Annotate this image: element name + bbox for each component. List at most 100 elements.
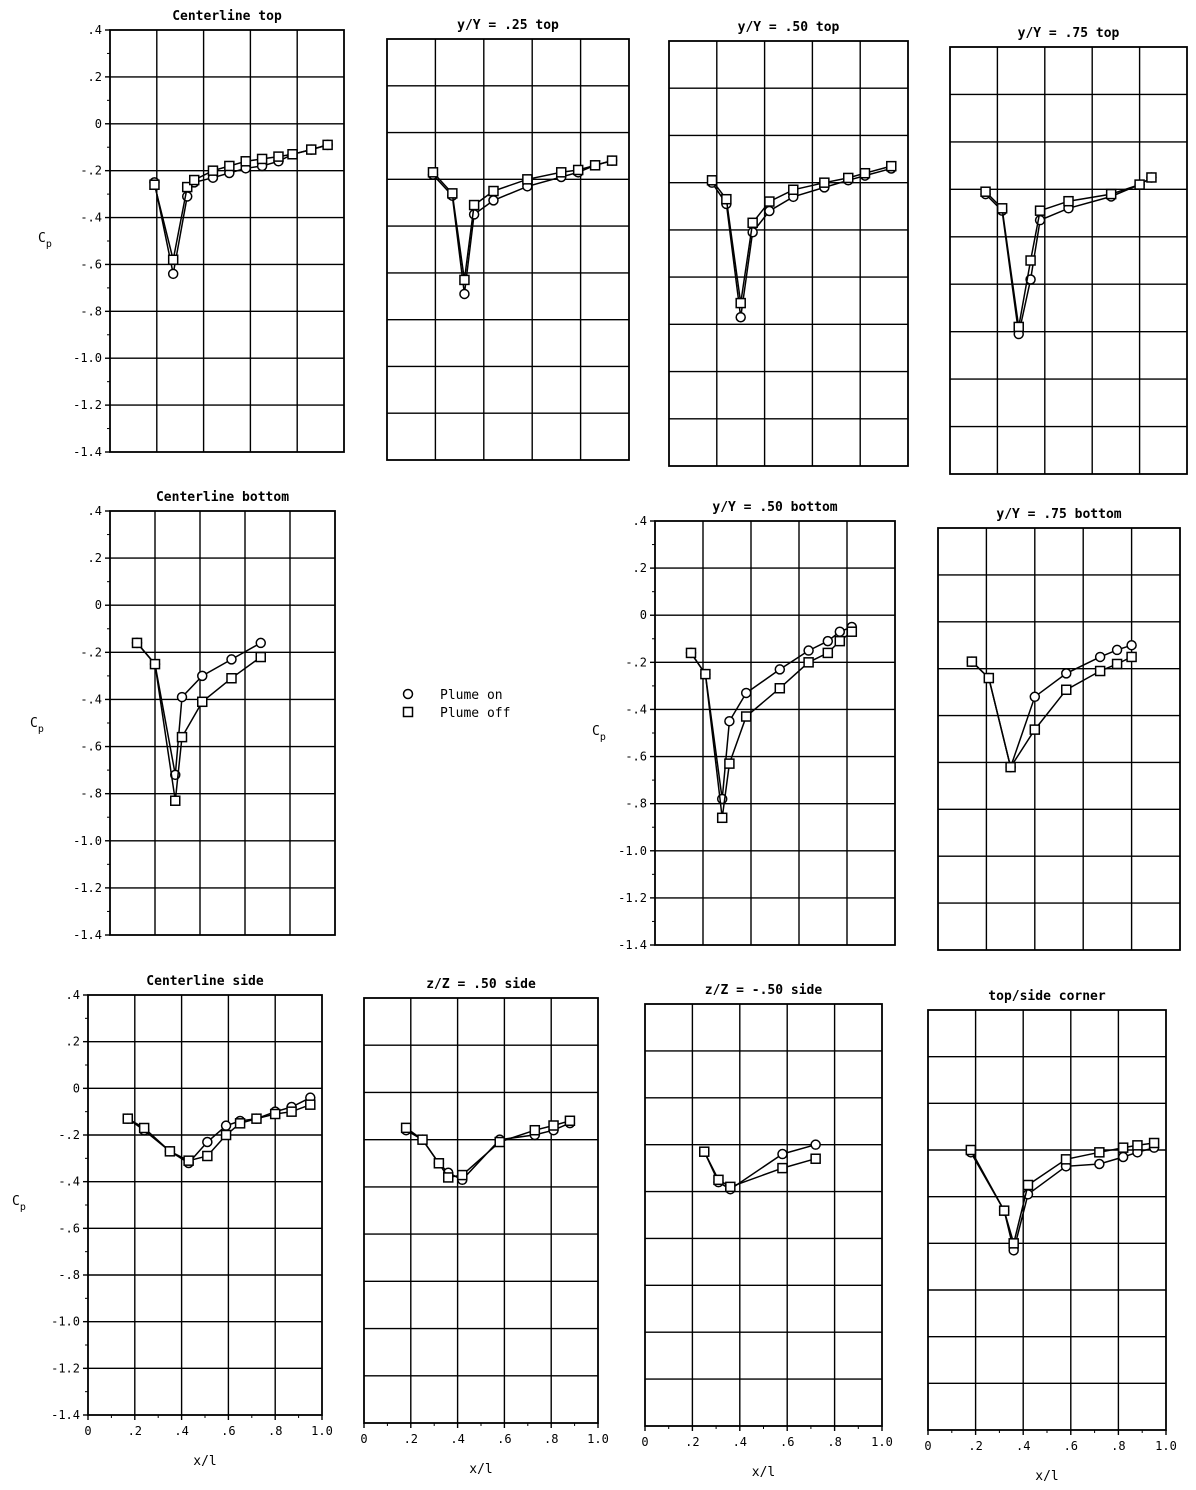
y-tick-label: -1.4 — [73, 445, 102, 459]
data-point-plume-on — [834, 626, 846, 637]
data-point-plume-off — [183, 1155, 194, 1166]
data-point-plume-off — [122, 1113, 134, 1124]
y-tick-label: .4 — [633, 514, 647, 528]
x-tick-label: 1.0 — [1155, 1439, 1177, 1453]
y-axis-label-subscript: p — [600, 732, 606, 743]
data-point-plume-off — [724, 758, 735, 769]
data-point-plume-off — [468, 199, 480, 211]
data-point-plume-off — [459, 274, 470, 286]
x-tick-label: 1.0 — [587, 1432, 609, 1446]
data-point-plume-off — [202, 1150, 213, 1162]
data-point-plume-off — [167, 254, 179, 266]
data-point-plume-off — [255, 651, 266, 663]
chart-panel: y/Y = .25 top — [386, 18, 630, 461]
series-line-plume-on — [432, 159, 613, 294]
y-tick-label: -.4 — [80, 692, 102, 706]
y-tick-label: -.4 — [80, 211, 102, 225]
chart-title: z/Z = -.50 side — [705, 983, 823, 998]
plot-frame — [87, 994, 323, 1416]
data-point-plume-off — [131, 637, 143, 649]
data-point-plume-off — [822, 647, 834, 659]
data-point-plume-off — [138, 1122, 150, 1134]
chart-title: top/side corner — [988, 989, 1106, 1004]
x-tick-label: .6 — [1064, 1439, 1078, 1453]
y-axis-label: Cp — [30, 716, 44, 735]
y-tick-label: -.2 — [80, 164, 102, 178]
y-axis-label-main: C — [38, 231, 46, 246]
x-tick-label: 0 — [84, 1424, 91, 1438]
data-point-plume-on — [803, 645, 814, 656]
data-point-plume-off — [810, 1153, 821, 1164]
data-point-plume-on — [740, 687, 752, 699]
plot-frame — [668, 40, 909, 467]
y-tick-label: .2 — [633, 561, 647, 575]
data-point-plume-off — [442, 1172, 454, 1183]
series-line-plume-off — [432, 159, 613, 281]
data-point-plume-on — [176, 691, 188, 703]
y-tick-label: .4 — [66, 988, 80, 1002]
data-point-plume-on — [1126, 639, 1137, 651]
data-point-plume-on — [1029, 691, 1041, 703]
data-point-plume-off — [1008, 1238, 1019, 1249]
data-point-plume-off — [706, 175, 718, 186]
y-tick-label: -1.0 — [73, 351, 102, 365]
series-line-plume-on — [690, 626, 853, 800]
x-axis-label: x/l — [469, 1462, 492, 1477]
data-point-plume-on — [167, 268, 179, 280]
y-tick-label: -1.0 — [618, 844, 647, 858]
data-point-plume-on — [226, 654, 237, 665]
data-point-plume-off — [1134, 179, 1145, 190]
y-axis-label-subscript: p — [46, 239, 52, 250]
data-point-plume-off — [305, 144, 317, 155]
data-point-plume-off — [1013, 321, 1024, 333]
plot-frame — [937, 527, 1181, 951]
y-tick-label: -1.2 — [618, 891, 647, 905]
x-tick-label: .8 — [544, 1432, 558, 1446]
x-tick-label: .8 — [827, 1435, 841, 1449]
chart-title: Centerline side — [146, 974, 264, 989]
data-point-plume-on — [1111, 644, 1123, 656]
chart-panel: y/Y = .50 bottom .4 .2 0 -.2 -.4 -.6 -.8 -1.0 -1.… — [592, 500, 896, 952]
series-line-plume-off — [711, 165, 892, 304]
data-point-plume-off — [427, 167, 439, 178]
data-point-plume-off — [803, 657, 814, 668]
data-point-plume-off — [224, 160, 235, 172]
y-tick-label: .2 — [88, 70, 102, 84]
data-point-plume-off — [819, 177, 830, 188]
data-point-plume-off — [774, 682, 786, 694]
y-axis-label-main: C — [30, 716, 38, 731]
chart-panel: Centerline side .4 .2 0 -.2 -.4 -.6 -.8 -1.0 -1.2… — [12, 974, 333, 1469]
data-point-plume-off — [788, 184, 799, 195]
y-tick-label: -1.4 — [618, 938, 647, 952]
data-point-plume-off — [273, 151, 284, 162]
y-tick-label: -1.4 — [73, 928, 102, 942]
data-point-plume-off — [1132, 1140, 1143, 1151]
x-tick-label: 0 — [641, 1435, 648, 1449]
data-point-plume-off — [606, 155, 618, 166]
data-point-plume-on — [1094, 1158, 1105, 1170]
x-tick-label: .4 — [450, 1432, 464, 1446]
plot-frame — [927, 1009, 1167, 1431]
x-axis-label: x/l — [193, 1454, 216, 1469]
data-point-plume-off — [164, 1146, 176, 1157]
legend: Plume on Plume off — [402, 688, 510, 721]
x-tick-label: .4 — [174, 1424, 188, 1438]
data-point-plume-off — [1025, 255, 1036, 266]
y-tick-label: .2 — [66, 1035, 80, 1049]
data-point-plume-off — [240, 156, 251, 167]
y-tick-label: -.8 — [80, 787, 102, 801]
y-axis-label: Cp — [38, 231, 52, 250]
x-tick-label: .4 — [1016, 1439, 1030, 1453]
data-point-plume-on — [1061, 668, 1072, 679]
y-tick-label: -.6 — [625, 750, 647, 764]
data-point-plume-off — [1060, 1154, 1072, 1165]
y-tick-label: -.4 — [625, 702, 647, 716]
data-point-plume-off — [1094, 665, 1106, 677]
x-tick-label: .2 — [404, 1432, 418, 1446]
data-point-plume-off — [764, 196, 775, 207]
y-tick-label: -1.0 — [51, 1315, 80, 1329]
chart-title: y/Y = .75 top — [1018, 26, 1120, 41]
y-tick-label: -.4 — [58, 1175, 80, 1189]
data-point-plume-off — [1022, 1179, 1034, 1191]
data-point-plume-off — [188, 174, 200, 186]
